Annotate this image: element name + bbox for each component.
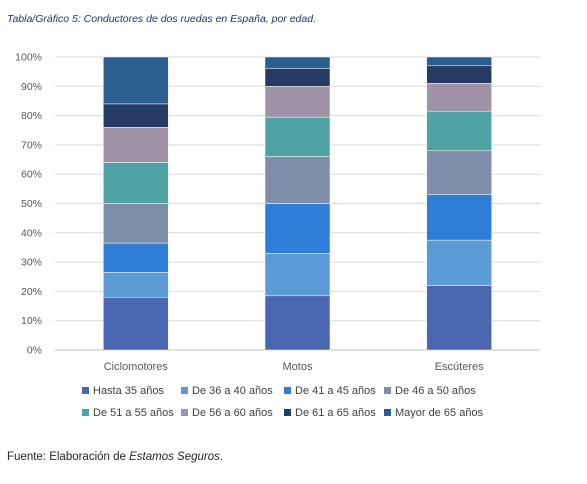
- legend-label: De 56 a 60 años: [192, 407, 273, 419]
- bar-segment: [426, 285, 492, 351]
- source-prefix: Fuente: Elaboración de: [7, 451, 130, 463]
- legend-swatch: [181, 409, 188, 416]
- x-axis-category-labels: Ciclomotores Motos Escúteres: [104, 361, 484, 373]
- bar-segment: [264, 56, 331, 69]
- bar-segment: [426, 110, 492, 152]
- bar-stack-1: [264, 56, 331, 351]
- bar-stack-0: [103, 56, 169, 351]
- bar-stack-2: [426, 56, 492, 351]
- x-category-label: Motos: [283, 361, 313, 373]
- bar-segment: [426, 239, 492, 286]
- source-note: Fuente: Elaboración de Estamos Seguros.: [7, 451, 223, 463]
- y-tick-label: 80%: [21, 110, 42, 122]
- bar-segment: [103, 203, 169, 244]
- bar-segment: [264, 86, 331, 118]
- y-axis-tick-labels: 0% 10% 20% 30% 40% 50% 60% 70% 80% 90% 100%: [15, 52, 42, 357]
- legend-swatch: [284, 387, 291, 394]
- y-tick-label: 30%: [21, 257, 42, 269]
- bar-segment: [103, 127, 169, 163]
- legend-label: De 41 a 45 años: [295, 385, 376, 397]
- y-tick-label: 10%: [21, 315, 42, 327]
- bar-segment: [103, 272, 169, 298]
- legend-item: Hasta 35 años: [82, 385, 164, 397]
- y-tick-label: 90%: [21, 81, 42, 93]
- legend: Hasta 35 años De 36 a 40 años De 41 a 45 a…: [82, 385, 484, 419]
- bar-segment: [264, 295, 331, 351]
- bar-segment: [426, 83, 492, 112]
- legend-label: Mayor de 65 años: [395, 407, 484, 419]
- legend-swatch: [384, 409, 391, 416]
- bar-segment: [103, 56, 169, 105]
- bar-segment: [103, 103, 169, 128]
- legend-item: De 36 a 40 años: [181, 385, 273, 397]
- legend-swatch: [284, 409, 291, 416]
- legend-label: De 61 a 65 años: [295, 407, 376, 419]
- source-emphasis: Estamos Seguros: [129, 451, 220, 463]
- y-tick-label: 60%: [21, 169, 42, 181]
- chart-title: Tabla/Gráfico 5: Conductores de dos rued…: [7, 13, 316, 25]
- legend-swatch: [82, 409, 89, 416]
- legend-item: De 46 a 50 años: [384, 385, 476, 397]
- bars: [103, 56, 492, 351]
- legend-swatch: [384, 387, 391, 394]
- y-tick-label: 100%: [15, 52, 42, 64]
- bar-segment: [426, 65, 492, 84]
- legend-swatch: [82, 387, 89, 394]
- y-tick-label: 20%: [21, 286, 42, 298]
- bar-segment: [103, 242, 169, 273]
- legend-item: De 41 a 45 años: [284, 385, 376, 397]
- bar-segment: [426, 194, 492, 241]
- y-tick-label: 0%: [27, 345, 42, 357]
- legend-label: De 36 a 40 años: [192, 385, 273, 397]
- legend-label: De 51 a 55 años: [93, 407, 174, 419]
- y-tick-label: 70%: [21, 139, 42, 151]
- legend-label: De 46 a 50 años: [395, 385, 476, 397]
- legend-swatch: [181, 387, 188, 394]
- legend-item: De 61 a 65 años: [284, 407, 376, 419]
- y-tick-label: 40%: [21, 227, 42, 239]
- bar-segment: [264, 156, 331, 204]
- bar-segment: [264, 116, 331, 157]
- bar-segment: [426, 56, 492, 67]
- bar-segment: [426, 150, 492, 195]
- bar-segment: [103, 162, 169, 204]
- x-category-label: Ciclomotores: [104, 361, 169, 373]
- legend-item: De 51 a 55 años: [82, 407, 174, 419]
- legend-item: Mayor de 65 años: [384, 407, 484, 419]
- source-suffix: .: [219, 451, 224, 463]
- legend-label: Hasta 35 años: [93, 385, 164, 397]
- legend-item: De 56 a 60 años: [181, 407, 273, 419]
- bar-segment: [264, 253, 331, 297]
- y-tick-label: 50%: [21, 198, 42, 210]
- x-category-label: Escúteres: [435, 361, 484, 373]
- stacked-bar-chart: 0% 10% 20% 30% 40% 50% 60% 70% 80% 90% 100% Ciclom…: [15, 52, 540, 419]
- bar-segment: [264, 203, 331, 254]
- bar-segment: [264, 68, 331, 87]
- bar-segment: [103, 297, 169, 351]
